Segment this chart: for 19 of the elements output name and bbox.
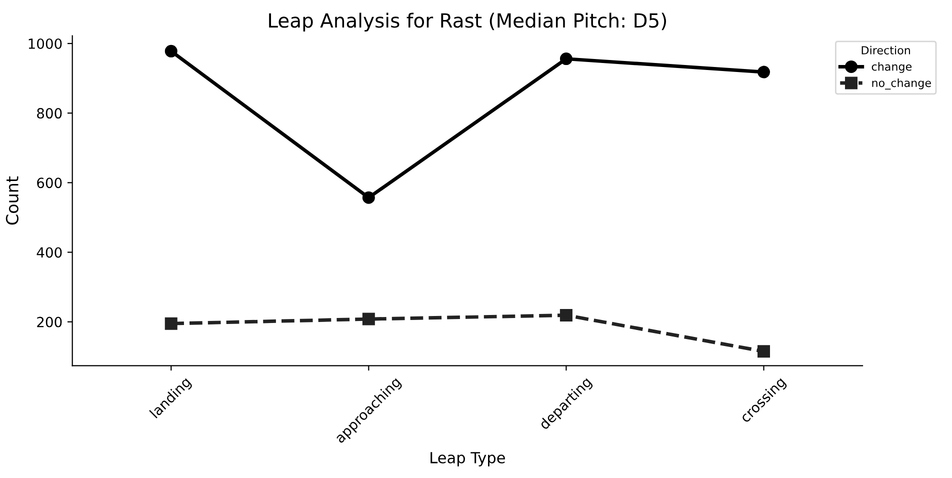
legend-label: change	[872, 62, 912, 73]
legend-label: no_change	[872, 78, 931, 90]
point	[560, 52, 572, 66]
chart-title: Leap Analysis for Rast (Median Pitch: D5)	[269, 12, 666, 32]
point	[164, 317, 178, 330]
point	[362, 191, 375, 204]
point	[362, 312, 375, 326]
y-tick-label: 800	[37, 108, 62, 119]
y-tick-label: 600	[37, 178, 62, 188]
point	[757, 66, 770, 78]
y-tick-label: 1000	[28, 38, 62, 49]
x-axis-title: Leap Type	[430, 452, 505, 466]
point	[560, 308, 572, 322]
legend-title: Direction	[862, 46, 910, 54]
point	[164, 44, 178, 58]
y-axis-title: Count	[6, 176, 18, 225]
y-tick-label: 200	[37, 316, 62, 328]
point	[757, 345, 770, 358]
y-tick-label: 400	[36, 247, 62, 258]
